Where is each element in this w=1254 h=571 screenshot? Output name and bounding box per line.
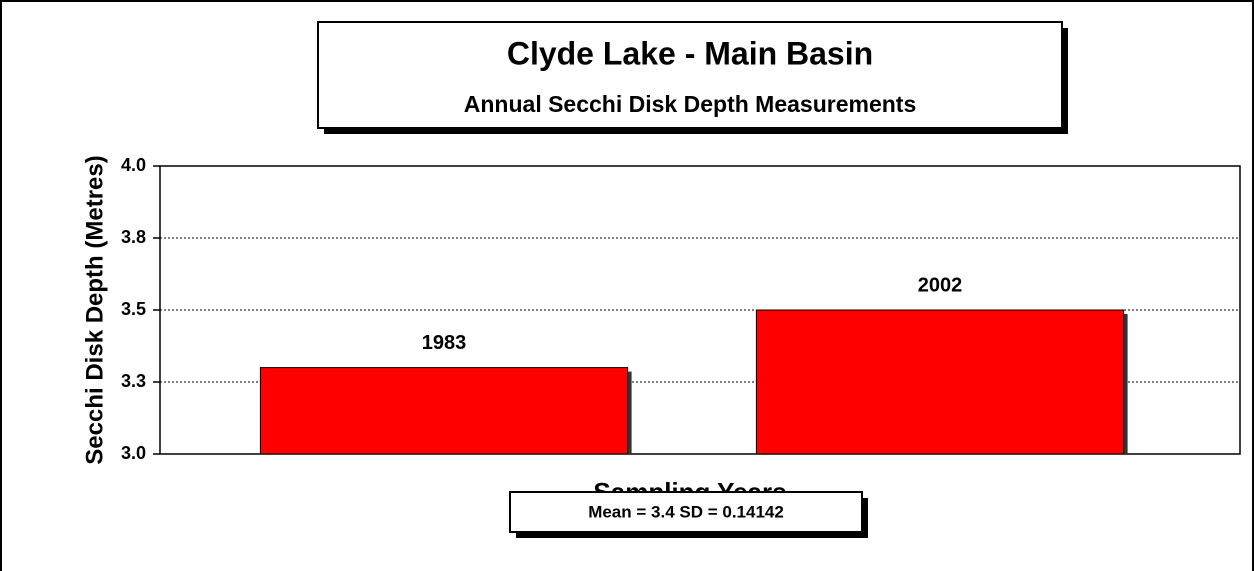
chart-title: Clyde Lake - Main Basin [507, 35, 873, 71]
y-axis-label: Secchi Disk Depth (Metres) [81, 155, 108, 464]
annotation: Mean = 3.4 SD = 0.14142 [588, 502, 784, 521]
category-label: 1983 [422, 332, 467, 354]
chart-subtitle: Annual Secchi Disk Depth Measurements [464, 91, 916, 117]
bar [755, 309, 1125, 455]
bar [259, 367, 629, 455]
y-tick-label: 3.0 [121, 443, 146, 463]
annotation-box [509, 491, 863, 533]
y-tick-label: 3.3 [121, 371, 146, 391]
category-label: 2002 [918, 274, 963, 296]
y-tick-label: 3.5 [121, 299, 146, 319]
y-tick-label: 3.8 [121, 227, 146, 247]
y-tick-label: 4.0 [121, 155, 146, 175]
title-box [317, 21, 1063, 129]
